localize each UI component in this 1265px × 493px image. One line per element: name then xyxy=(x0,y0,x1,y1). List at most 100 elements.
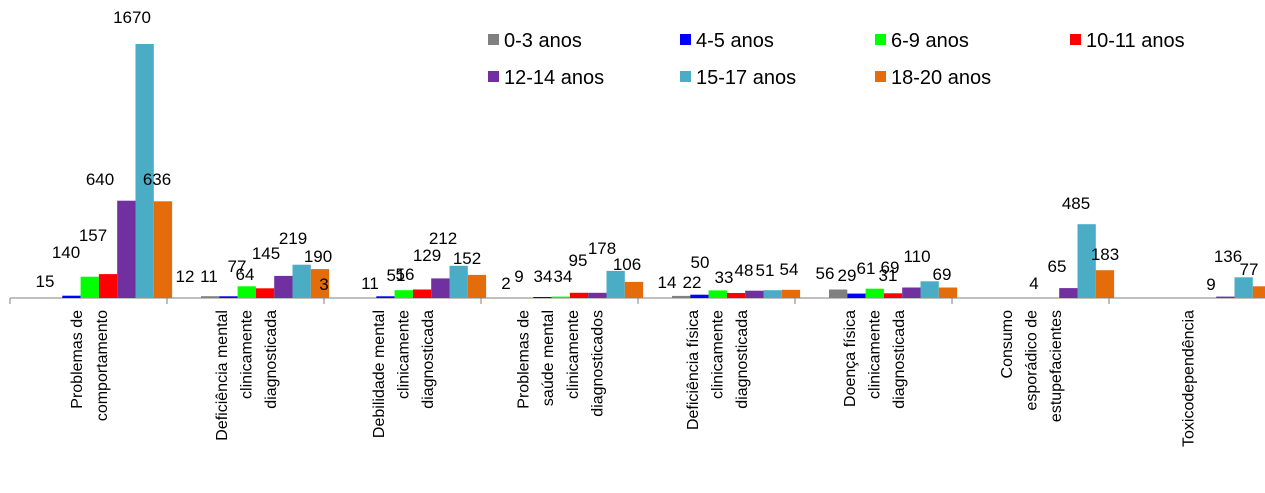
bar-10-11-anos-cat-1 xyxy=(255,288,275,298)
category-label: Debilidade mental clinicamente diagnostica… xyxy=(371,310,437,438)
category-label-line: diagnosticada xyxy=(734,310,751,409)
bars-group xyxy=(62,44,1265,298)
bar-4-5-anos-cat-3 xyxy=(533,297,552,298)
bar-12-14-anos-cat-5 xyxy=(902,287,921,298)
data-label: 31 xyxy=(879,266,898,285)
data-label: 636 xyxy=(143,170,171,189)
data-label: 157 xyxy=(79,226,107,245)
bar-15-17-anos-cat-6 xyxy=(1077,224,1096,298)
bar-6-9-anos-cat-3 xyxy=(551,296,570,298)
bar-0-3-anos-cat-4 xyxy=(672,295,691,298)
x-axis-ticks xyxy=(9,298,1110,304)
bar-18-20-anos-cat-5 xyxy=(938,287,958,298)
data-label: 2 xyxy=(501,274,510,293)
data-label: 56 xyxy=(396,265,415,284)
data-label: 14 xyxy=(658,273,677,292)
legend-swatch xyxy=(488,71,499,82)
bar-12-14-anos-cat-0 xyxy=(117,200,136,298)
bar-12-14-anos-cat-7 xyxy=(1216,296,1235,298)
bar-0-3-anos-cat-1 xyxy=(201,296,220,298)
category-label: Consumo esporádico de estupefacientes xyxy=(999,310,1065,422)
bar-6-9-anos-cat-1 xyxy=(237,286,256,298)
data-label: 183 xyxy=(1091,245,1119,264)
bar-15-17-anos-cat-2 xyxy=(449,265,468,298)
category-label: Problemas de comportamento xyxy=(69,310,111,421)
bar-15-17-anos-cat-5 xyxy=(920,281,939,298)
category-label: Doença física clinicamente diagnosticada xyxy=(842,310,908,409)
bar-4-5-anos-cat-4 xyxy=(690,294,709,298)
bar-18-20-anos-cat-1 xyxy=(310,269,330,298)
category-label-line: clinicamente xyxy=(710,310,727,399)
data-label: 95 xyxy=(569,251,588,270)
legend: 0-3 anos 4-5 anos 6-9 anos 10-11 anos 12-14 … xyxy=(488,30,1185,89)
category-label-line: Deficiência mental xyxy=(214,310,231,441)
category-label-line: Deficiência física xyxy=(685,310,702,430)
category-label-line: Problemas de xyxy=(69,310,86,409)
legend-swatch xyxy=(1070,34,1081,45)
legend-swatch xyxy=(875,34,886,45)
bar-10-11-anos-cat-4 xyxy=(726,293,746,298)
category-label-line: saúde mental xyxy=(540,310,557,406)
legend-label: 10-11 anos xyxy=(1086,30,1185,52)
data-label: 51 xyxy=(387,266,406,285)
data-label: 110 xyxy=(903,247,930,266)
bar-18-20-anos-cat-4 xyxy=(781,289,801,298)
category-label: Problemas de saúde mental clinicamente diag… xyxy=(516,310,607,417)
bar-4-5-anos-cat-2 xyxy=(376,296,395,298)
data-label: 54 xyxy=(780,260,799,279)
legend-label: 12-14 anos xyxy=(504,67,604,89)
data-label: 11 xyxy=(200,267,218,286)
category-label-line: clinicamente xyxy=(867,310,884,399)
category-labels-group: Problemas de comportamento Deficiência men… xyxy=(69,310,1197,447)
bar-18-20-anos-cat-7 xyxy=(1252,286,1265,298)
data-label: 34 xyxy=(534,267,553,286)
data-label: 69 xyxy=(933,265,952,284)
category-label-line: clinicamente xyxy=(239,310,256,399)
bar-6-9-anos-cat-2 xyxy=(394,290,413,298)
bar-12-14-anos-cat-1 xyxy=(274,275,293,298)
data-label: 640 xyxy=(86,170,114,189)
bar-6-9-anos-cat-4 xyxy=(708,290,727,298)
data-label: 56 xyxy=(816,264,835,283)
data-label: 140 xyxy=(52,243,80,262)
data-label: 485 xyxy=(1062,194,1090,213)
data-label: 178 xyxy=(588,239,616,258)
category-label-line: Doença física xyxy=(842,310,859,407)
data-label: 212 xyxy=(429,229,457,248)
bar-15-17-anos-cat-7 xyxy=(1234,277,1253,298)
data-label: 29 xyxy=(838,266,857,285)
category-label-line: diagnosticada xyxy=(891,310,908,409)
bar-12-14-anos-cat-4 xyxy=(745,290,764,298)
category-label-line: comportamento xyxy=(94,310,111,421)
data-label: 11 xyxy=(361,274,379,293)
data-label: 51 xyxy=(756,261,775,280)
bar-18-20-anos-cat-6 xyxy=(1095,270,1115,298)
category-label: Deficiência física clinicamente diagnostic… xyxy=(685,310,751,430)
bar-4-5-anos-cat-0 xyxy=(62,295,81,298)
bar-12-14-anos-cat-6 xyxy=(1059,288,1078,298)
data-label: 106 xyxy=(613,255,641,274)
data-label: 152 xyxy=(453,249,481,268)
data-label: 61 xyxy=(857,259,876,278)
data-label: 34 xyxy=(554,267,573,286)
legend-swatch xyxy=(680,71,691,82)
category-label-line: Problemas de xyxy=(516,310,533,409)
bar-10-11-anos-cat-2 xyxy=(412,289,432,298)
data-label: 129 xyxy=(413,246,441,265)
bar-4-5-anos-cat-1 xyxy=(219,296,238,298)
bar-15-17-anos-cat-1 xyxy=(292,264,311,298)
data-label: 12 xyxy=(176,267,195,286)
data-label: 190 xyxy=(304,247,332,266)
data-label: 9 xyxy=(514,267,523,286)
data-label: 77 xyxy=(228,257,247,276)
data-label: 77 xyxy=(1240,260,1259,279)
legend-swatch xyxy=(488,34,499,45)
data-label: 4 xyxy=(1029,274,1038,293)
category-label-line: esporádico de xyxy=(1024,310,1041,411)
data-label: 50 xyxy=(691,253,710,272)
bar-10-11-anos-cat-0 xyxy=(98,274,118,298)
data-label: 22 xyxy=(683,273,702,292)
category-label-line: diagnosticados xyxy=(589,310,606,417)
